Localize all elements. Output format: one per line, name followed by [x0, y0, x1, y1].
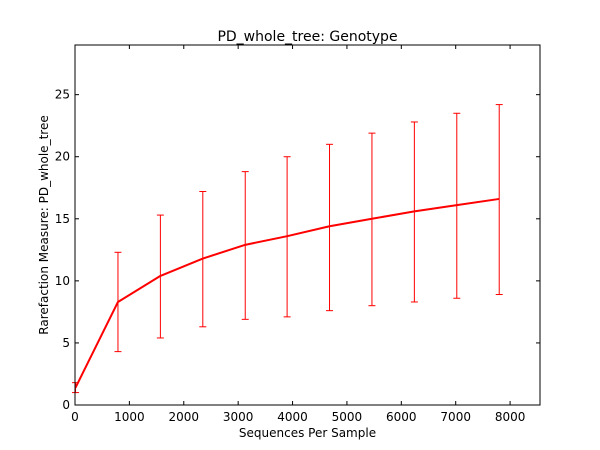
x-tick-label: 8000: [495, 410, 526, 424]
y-tick-label: 15: [55, 212, 70, 226]
x-tick-label: 6000: [386, 410, 417, 424]
x-tick-label: 7000: [440, 410, 471, 424]
y-axis-label: Rarefaction Measure: PD_whole_tree: [37, 115, 51, 334]
x-tick-label: 3000: [223, 410, 254, 424]
y-axis: 0 5 10 15 20 25: [55, 88, 540, 412]
x-tick-label: 4000: [277, 410, 308, 424]
y-tick-label: 25: [55, 88, 70, 102]
plot-frame: [74, 44, 541, 406]
x-axis-label: Sequences Per Sample: [239, 426, 376, 440]
x-tick-label: 1000: [114, 410, 145, 424]
y-tick-label: 20: [55, 150, 70, 164]
plot-area: [72, 104, 503, 394]
x-tick-label: 0: [71, 410, 79, 424]
chart-title: PD_whole_tree: Genotype: [217, 29, 397, 45]
y-tick-label: 0: [62, 398, 70, 412]
y-tick-label: 5: [62, 336, 70, 350]
y-tick-label: 10: [55, 274, 70, 288]
series-line: [74, 197, 500, 389]
x-tick-label: 5000: [332, 410, 363, 424]
x-tick-label: 2000: [168, 410, 199, 424]
x-axis: 0 1000 2000 3000 4000 5000 6000 7000 8000: [71, 45, 525, 424]
